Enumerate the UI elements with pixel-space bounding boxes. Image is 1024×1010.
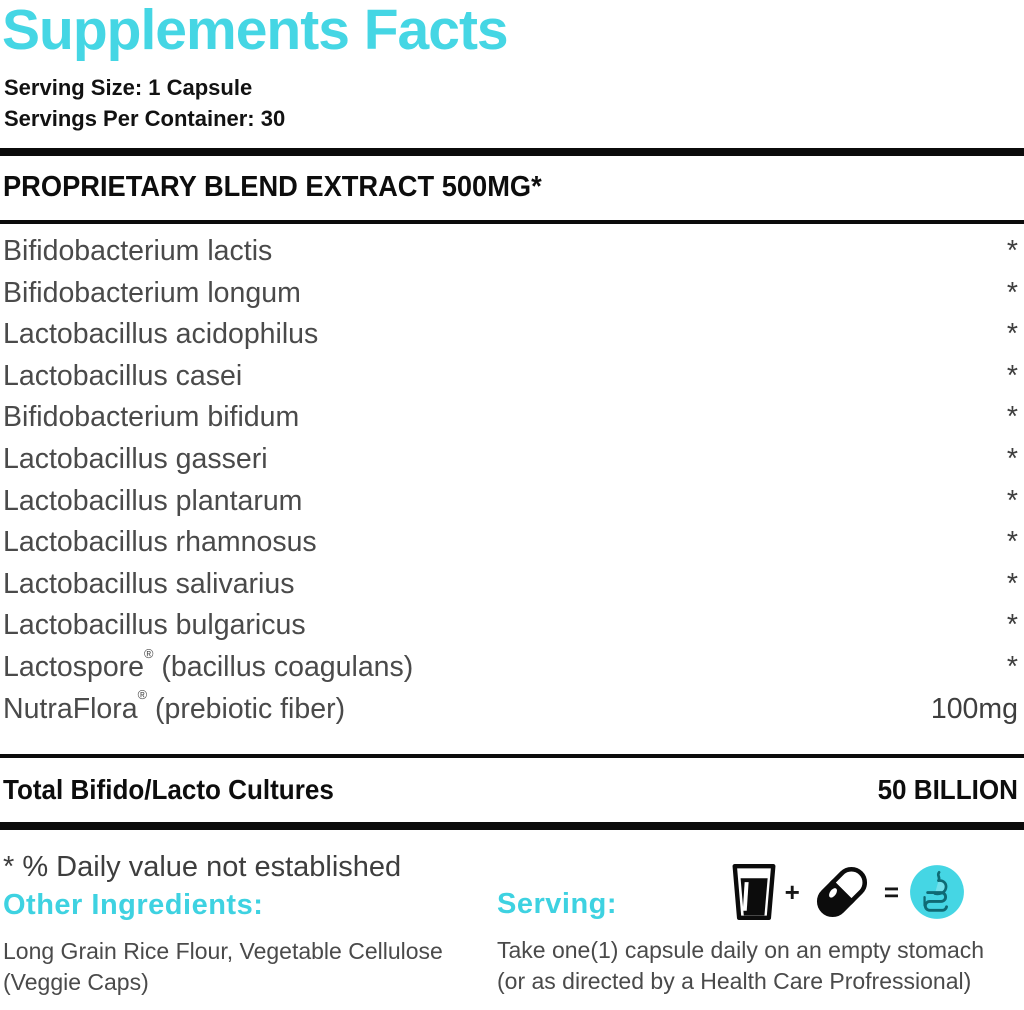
divider-thin-upper [0,220,1024,224]
water-glass-icon [732,863,776,921]
ingredient-row: Lactospore® (bacillus coagulans) * [3,647,1018,689]
ingredient-amount: * [1006,318,1018,351]
ingredient-amount: * [1006,359,1018,392]
serving-info: Serving Size: 1 Capsule Servings Per Con… [4,72,1024,134]
ingredient-name: Lactospore [3,650,145,683]
ingredient-row: Lactobacillus acidophilus * [3,314,1018,356]
divider-thick-bottom [0,822,1024,831]
ingredient-name: Lactobacillus gasseri [3,442,268,475]
divider-thin-lower [0,754,1024,759]
ingredient-row: NutraFlora® (prebiotic fiber) 100mg [3,687,1018,731]
serving-size: Serving Size: 1 Capsule [4,75,253,100]
ingredient-row: Lactobacillus casei * [3,356,1018,398]
total-cultures-row: Total Bifido/Lacto Cultures 50 BILLION [0,758,1024,822]
ingredient-amount: * [1006,276,1018,309]
registered-mark: ® [144,645,154,661]
ingredient-name: Lactobacillus salivarius [3,567,295,600]
ingredient-name: Lactobacillus casei [3,359,243,392]
ingredient-name: Bifidobacterium lactis [3,235,273,267]
ingredient-row: Bifidobacterium bifidum * [3,397,1018,439]
capsule-icon [809,859,875,925]
divider-thick-top [0,148,1024,156]
ingredient-amount: * [1006,526,1018,559]
total-cultures-label: Total Bifido/Lacto Cultures [3,774,334,806]
registered-mark: ® [137,687,148,703]
ingredient-name: Lactobacillus rhamnosus [3,526,317,559]
ingredient-suffix: (prebiotic fiber) [147,692,346,725]
serving-text: Take one(1) capsule daily on an empty st… [497,937,985,994]
ingredient-amount: * [1006,567,1018,600]
ingredient-name: Lactobacillus plantarum [3,484,303,517]
ingredient-row: Bifidobacterium longum * [3,273,1018,315]
ingredient-amount: * [1006,484,1018,517]
total-cultures-value: 50 BILLION [877,774,1018,806]
ingredient-suffix: (bacillus coagulans) [153,650,414,683]
ingredient-amount: 100mg [930,692,1018,725]
ingredient-name: NutraFlora [3,692,138,725]
serving-section: + = [495,830,1018,997]
ingredient-row: Lactobacillus plantarum * [3,481,1018,523]
ingredient-amount: * [1006,442,1018,475]
ingredient-row: Lactobacillus salivarius * [3,564,1018,606]
serving-heading: Serving: [497,888,618,921]
gut-icon [908,863,966,921]
ingredient-amount: * [1006,235,1018,267]
other-ingredients-section: * % Daily value not established Other In… [3,830,495,997]
blend-heading: PROPRIETARY BLEND EXTRACT 500MG* [3,171,542,203]
ingredient-row: Bifidobacterium lactis * [3,231,1018,273]
ingredient-amount: * [1006,401,1018,434]
other-ingredients-heading: Other Ingredients: [3,889,264,922]
equals-sign: = [883,877,899,908]
ingredient-name: Bifidobacterium bifidum [3,401,300,434]
ingredient-row: Lactobacillus rhamnosus * [3,522,1018,564]
other-ingredients-text: Long Grain Rice Flour, Vegetable Cellulo… [3,938,443,995]
ingredient-name: Lactobacillus bulgaricus [3,609,306,642]
servings-per-container: Servings Per Container: 30 [4,106,286,131]
serving-icons: + = [732,852,966,932]
ingredient-amount: * [1006,609,1018,642]
ingredient-name: Lactobacillus acidophilus [3,318,319,351]
ingredient-name: Bifidobacterium longum [3,276,301,309]
ingredient-list: Bifidobacterium lactis * Bifidobacterium… [0,224,1024,730]
plus-sign: + [784,877,800,908]
footer: * % Daily value not established Other In… [0,830,1024,997]
daily-value-note: * % Daily value not established [3,851,402,884]
ingredient-amount: * [1006,650,1018,683]
ingredient-row: Lactobacillus bulgaricus * [3,605,1018,647]
ingredient-row: Lactobacillus gasseri * [3,439,1018,481]
page-title: Supplements Facts [2,0,509,62]
